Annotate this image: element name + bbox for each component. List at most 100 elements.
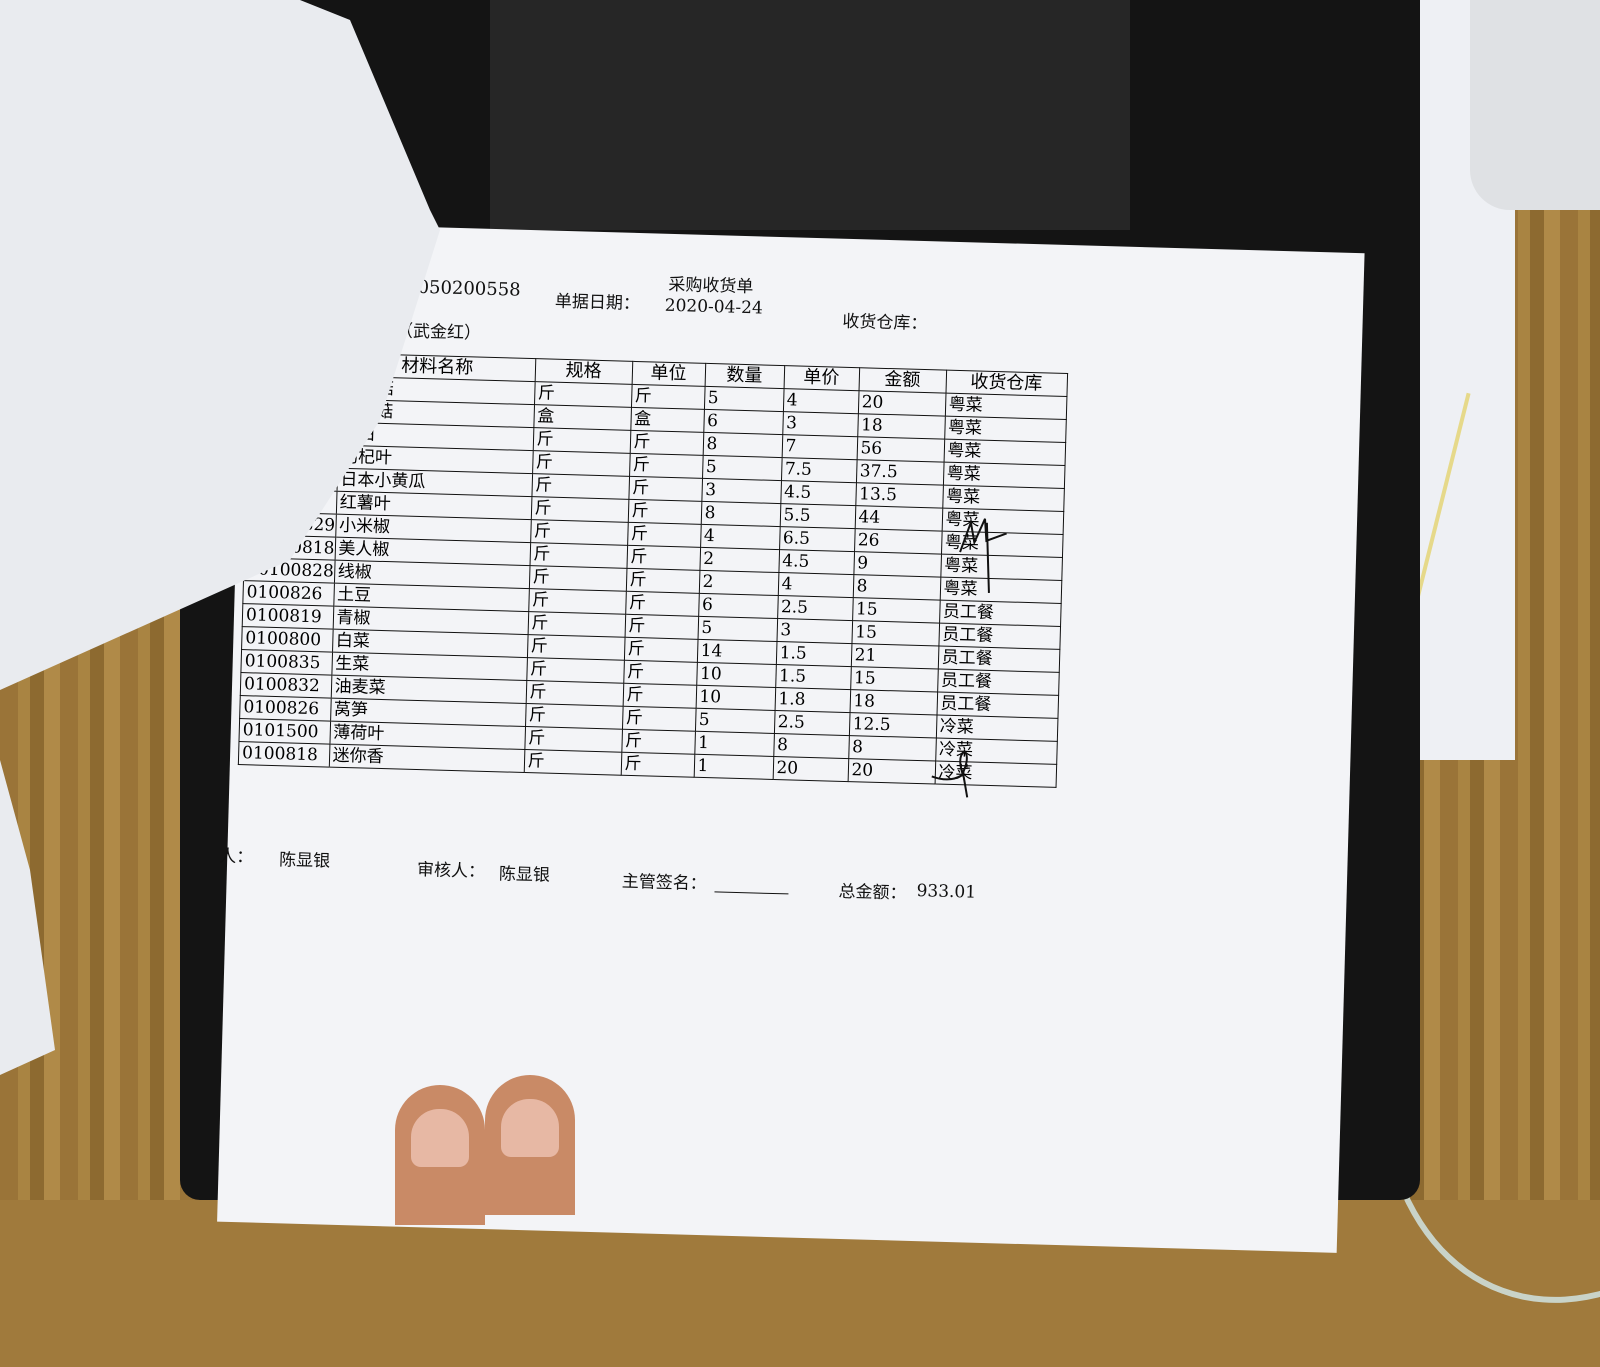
cell-unit: 斤 [627,522,701,548]
cell-spec: 斤 [532,450,630,477]
document-number: 020050200558 [382,275,521,301]
cell-spec: 斤 [525,680,624,707]
cell-unit: 斤 [624,614,699,640]
cell-code: 0100818 [238,741,330,768]
items-table: 材料名称 规格 单位 数量 单价 金额 收货仓库 杏鲍菇斤斤 5 4 20 粤菜 1 白玉菇… [238,350,1068,788]
cell-price: 7 [781,434,858,460]
cell-qty: 2 [699,547,780,573]
cell-warehouse: 粤菜 [942,485,1064,512]
cell-warehouse: 员工餐 [938,623,1061,650]
cell-spec: 斤 [525,703,623,730]
finger [485,1075,575,1215]
cell-unit: 斤 [625,568,700,594]
cell-amount: 15 [850,666,938,693]
cell-qty: 10 [695,685,776,711]
date-label: 单据日期： [554,291,641,315]
tissue [1470,0,1600,210]
cell-qty: 2 [698,570,779,596]
folder-pocket [490,0,1130,230]
cell-price: 6.5 [779,526,855,552]
cell-code: 0100819 [242,603,334,630]
cell-price: 8 [773,733,849,759]
cell-unit: 斤 [623,637,698,663]
cell-qty: 5 [694,708,775,734]
reviewer-name: 陈显银 [498,864,551,886]
maker-name: 陈显银 [278,850,331,872]
cell-code: 0100832 [240,672,332,699]
reviewer-label: 审核人： [416,860,486,882]
cell-amount: 8 [848,735,936,761]
fingernail [411,1109,469,1167]
cell-price: 4 [782,388,859,414]
cell-spec: 斤 [534,381,632,408]
cell-spec: 斤 [526,634,625,661]
cell-amount: 18 [857,413,945,440]
document-title: 采购收货单 [668,274,754,298]
cell-amount: 9 [853,551,942,578]
cell-code: 0100800 [241,626,333,653]
cell-spec: 斤 [527,611,626,638]
fingernail [501,1099,559,1157]
cell-price: 1.5 [775,641,852,667]
cell-unit: 斤 [621,729,695,755]
header-price: 单价 [783,365,860,391]
maker-label: 人： [218,846,254,868]
cell-code: 1 [247,396,340,423]
date-value: 2020-04-24 [664,295,764,319]
cell-qty: 14 [696,639,777,665]
cell-amount: 37.5 [855,459,944,486]
cell-spec: 斤 [530,519,628,546]
cell-amount: 26 [854,528,942,555]
cell-spec: 斤 [529,542,628,569]
cell-code: 0100835 [240,649,333,676]
finger [395,1085,485,1225]
supervisor-signature-line [714,891,789,895]
cell-price: 4.5 [780,480,856,506]
cell-unit: 斤 [625,591,699,617]
handwritten-signature-2 [931,749,969,798]
cell-unit: 盒 [630,407,704,433]
cell-spec: 斤 [528,565,627,592]
receipt-sheet: 采购收货单 020050200558 单据日期： 2020-04-24 收货仓库… [217,222,1365,1253]
cell-code: 10100829 [244,511,336,538]
cell-spec: 斤 [524,726,623,753]
cell-amount: 8 [852,574,941,601]
cell-price: 20 [772,756,849,782]
cell-warehouse: 员工餐 [939,600,1061,627]
cell-price: 2.5 [773,710,850,736]
header-code [249,350,341,377]
cell-qty: 5 [697,616,778,642]
cell-code: 0100826 [242,580,334,607]
cell-spec: 斤 [528,588,626,615]
cell-qty: 5 [702,455,782,481]
cell-price: 4 [777,572,854,598]
cell-unit: 斤 [629,453,703,479]
cell-unit: 斤 [631,384,705,410]
cell-qty: 1 [693,754,774,780]
cell-code: 0100810 [245,488,337,515]
cell-amount: 20 [847,758,936,784]
cell-qty: 8 [702,432,783,458]
cell-warehouse: 粤菜 [944,416,1066,443]
cell-unit: 斤 [626,545,701,571]
cell-warehouse: 员工餐 [937,646,1060,673]
cell-amount: 44 [854,505,943,532]
cell-code: 0101500 [238,718,331,745]
cell-price: 4.5 [778,549,855,575]
cell-amount: 15 [852,597,940,624]
total-value: 933.01 [916,881,977,903]
cell-name: 迷你香 [328,744,525,773]
cell-qty: 10 [696,662,776,688]
cell-qty: 3 [701,478,782,504]
cell-qty: 6 [698,593,778,619]
cell-code: 0836 [246,442,338,469]
header-spec: 规格 [534,358,633,385]
total-label: 总金额： [838,881,907,904]
supplier: 蔬菜（武金红） [361,320,482,344]
cell-spec: 斤 [531,473,630,500]
cell-price: 1.5 [775,664,851,690]
cell-price: 3 [782,411,858,437]
cell-spec: 斤 [532,427,631,454]
cell-spec: 盒 [533,404,632,431]
cell-code: 10100828 [243,557,335,584]
